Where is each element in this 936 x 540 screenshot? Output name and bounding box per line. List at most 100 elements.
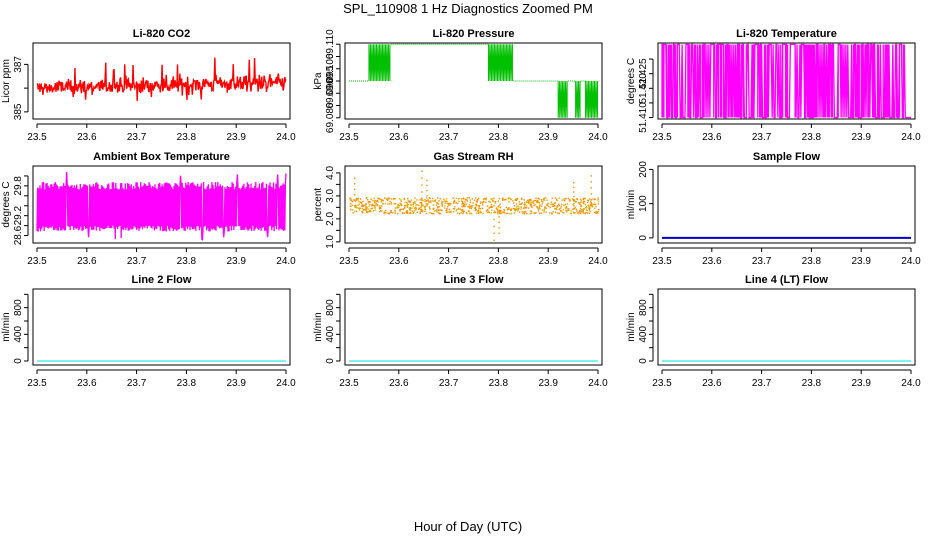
- x-tick-label: 23.5: [652, 378, 672, 389]
- rh-point: [353, 199, 355, 201]
- rh-point: [489, 206, 491, 209]
- rh-point: [383, 211, 385, 213]
- rh-point: [585, 207, 588, 209]
- rh-point: [379, 198, 381, 200]
- rh-point: [576, 210, 578, 212]
- rh-point: [551, 213, 553, 215]
- rh-point: [588, 198, 591, 200]
- rh-point: [503, 210, 506, 212]
- y-axis: 0 400 800: [638, 293, 654, 364]
- rh-point: [412, 202, 415, 204]
- rh-point: [556, 199, 558, 202]
- rh-point: [588, 209, 591, 211]
- rh-point: [523, 207, 525, 209]
- rh-point: [382, 202, 385, 205]
- rh-point: [499, 206, 501, 209]
- rh-point: [449, 204, 451, 206]
- rh-outlier-point: [573, 200, 575, 202]
- rh-point: [436, 202, 439, 204]
- rh-point: [421, 209, 424, 211]
- panel-title: Li-820 Pressure: [433, 28, 515, 40]
- rh-point: [567, 197, 570, 200]
- rh-outlier-point: [573, 205, 575, 207]
- rh-point: [420, 201, 423, 204]
- rh-point: [358, 209, 361, 211]
- rh-point: [580, 204, 582, 207]
- rh-point: [586, 201, 589, 204]
- rh-point: [493, 210, 496, 212]
- y-tick-label: 51.410: [638, 102, 649, 133]
- rh-point: [361, 204, 363, 206]
- panel-title: Line 4 (LT) Flow: [745, 274, 828, 286]
- rh-point: [387, 197, 390, 199]
- rh-point: [541, 203, 543, 205]
- rh-point: [420, 208, 423, 211]
- rh-point: [464, 201, 466, 203]
- rh-point: [499, 209, 501, 211]
- x-tick-label: 24.0: [276, 378, 296, 389]
- rh-point: [512, 207, 515, 210]
- rh-point: [547, 205, 550, 207]
- panel-co2: Li-820 CO2 23.5 23.6 23.7 23.8 23.9 24.0 385 387…: [1, 28, 296, 143]
- rh-point: [515, 199, 517, 202]
- rh-point: [444, 204, 446, 207]
- rh-point: [460, 211, 462, 214]
- rh-outlier-point: [573, 186, 575, 189]
- rh-point: [596, 212, 598, 215]
- series-box_temp: [36, 171, 287, 241]
- rh-point: [499, 211, 501, 213]
- rh-point: [513, 212, 516, 214]
- rh-point: [369, 203, 371, 206]
- rh-point: [530, 212, 533, 214]
- rh-point: [591, 203, 593, 206]
- rh-point: [414, 202, 416, 204]
- plot-frame: [32, 42, 291, 120]
- rh-point: [582, 212, 585, 214]
- rh-point: [474, 209, 477, 212]
- rh-point: [545, 211, 547, 213]
- rh-point: [575, 200, 577, 203]
- rh-point: [479, 210, 481, 213]
- rh-point: [594, 203, 596, 205]
- rh-point: [424, 205, 427, 208]
- rh-point: [377, 201, 379, 203]
- rh-point: [488, 211, 491, 214]
- rh-point: [455, 197, 457, 200]
- rh-point: [430, 201, 432, 204]
- rh-point: [362, 210, 364, 212]
- plot-frame: [657, 42, 916, 120]
- rh-point: [452, 207, 455, 210]
- x-tick-label: 23.8: [802, 256, 822, 267]
- rh-point: [564, 203, 567, 206]
- rh-point: [573, 212, 575, 214]
- rh-point: [428, 197, 431, 199]
- rh-point: [437, 205, 439, 208]
- rh-point: [350, 205, 352, 208]
- rh-point: [505, 206, 508, 209]
- rh-outlier-point: [426, 189, 428, 192]
- rh-point: [371, 204, 374, 207]
- rh-point: [589, 200, 592, 203]
- rh-point: [459, 208, 461, 211]
- rh-outlier-point: [421, 184, 423, 186]
- rh-point: [456, 208, 458, 211]
- x-tick-label: 23.6: [77, 378, 97, 389]
- x-tick-label: 23.9: [851, 132, 871, 143]
- panels-group: Li-820 CO2 23.5 23.6 23.7 23.8 23.9 24.0 385 387…: [1, 28, 921, 389]
- rh-point: [357, 199, 359, 201]
- rh-point: [578, 212, 581, 214]
- rh-point: [546, 199, 548, 201]
- rh-point: [372, 210, 375, 212]
- rh-point: [421, 199, 423, 201]
- rh-point: [581, 209, 583, 211]
- x-tick-label: 23.6: [77, 256, 97, 267]
- rh-point: [400, 199, 402, 201]
- rh-point: [578, 203, 581, 205]
- rh-point: [572, 203, 574, 206]
- rh-point: [526, 212, 528, 215]
- rh-point: [583, 208, 585, 210]
- rh-point: [543, 211, 545, 213]
- rh-point: [374, 209, 376, 211]
- rh-point: [351, 204, 353, 207]
- rh-point: [537, 197, 539, 200]
